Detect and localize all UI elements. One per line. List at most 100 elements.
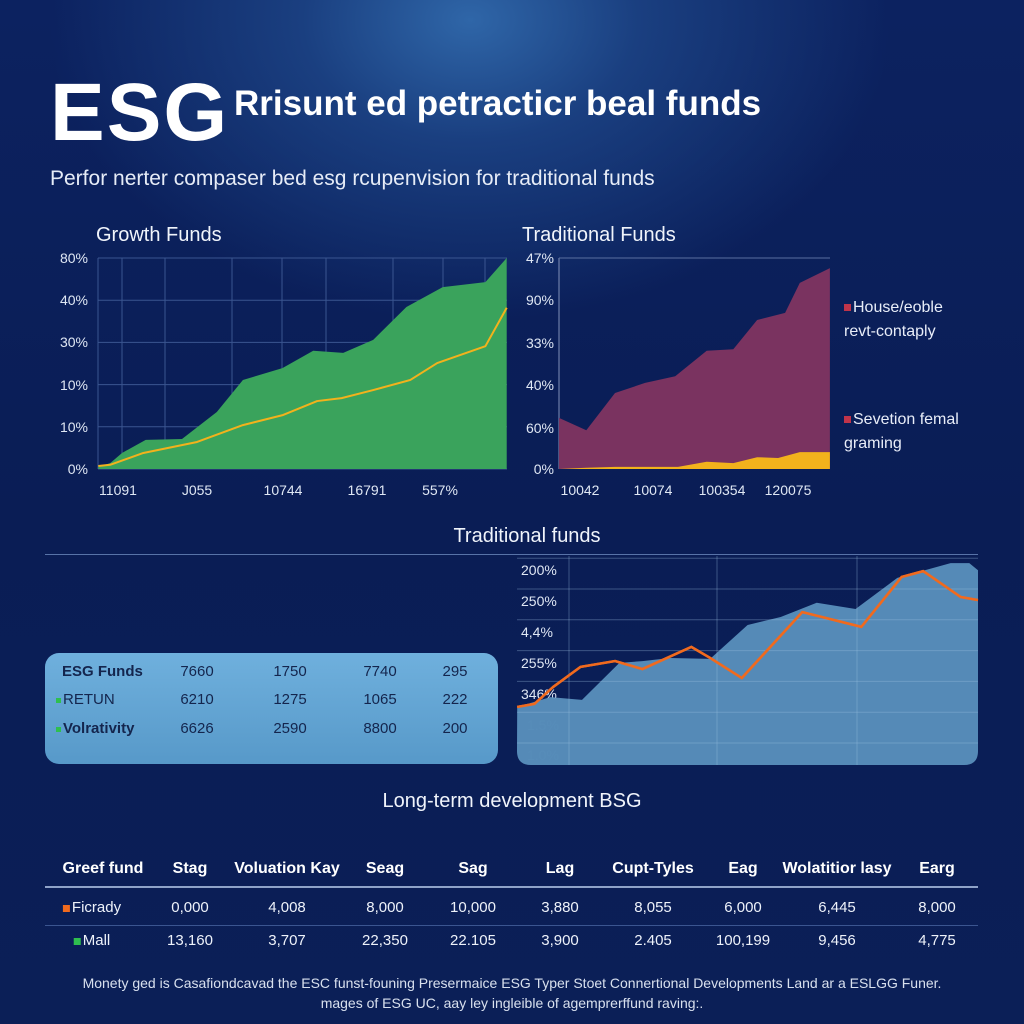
- section-divider: [45, 554, 978, 555]
- row-label-text: RETUN: [63, 691, 115, 708]
- chart1-line-series-1: [98, 307, 508, 468]
- legend-item: Sevetion femal graming: [844, 408, 974, 456]
- y-tick: 40%: [59, 292, 88, 308]
- x-tick: 557%: [422, 482, 458, 498]
- summary-table-panel: [45, 653, 498, 764]
- column-header[interactable]: Earg: [919, 860, 955, 877]
- row-marker: [62, 904, 70, 912]
- table-cell: 7660: [180, 663, 214, 680]
- column-header[interactable]: Lag: [545, 860, 575, 877]
- table-header-divider: [45, 886, 978, 888]
- y-tick: 90%: [525, 292, 554, 308]
- table-cell: 1275: [273, 691, 307, 708]
- x-tick: 11091: [99, 482, 137, 498]
- footnote-line: Monety ged is Casafiondcavad the ESC fun…: [82, 975, 942, 991]
- y-tick: 1.0%: [527, 747, 559, 763]
- y-tick: 4,4%: [521, 624, 553, 640]
- table-cell: 8,000: [918, 899, 956, 916]
- traditional-funds-section-title: Traditional funds: [453, 525, 601, 547]
- chart2-area-series-1: [559, 452, 830, 469]
- y-tick: 250%: [521, 593, 557, 609]
- y-tick: 0%: [67, 461, 88, 477]
- table-cell: 2.405: [634, 932, 672, 949]
- row-marker: [73, 937, 81, 945]
- traditional-chart-title: Traditional Funds: [522, 224, 676, 246]
- column-header[interactable]: Wolatitior lasy: [782, 860, 892, 877]
- y-tick: 1.5%: [527, 717, 559, 733]
- y-tick: 0%: [533, 461, 554, 477]
- legend-swatch: [844, 304, 851, 312]
- legend-swatch: [844, 416, 851, 424]
- x-tick: 100354: [698, 482, 746, 498]
- row-label: Volrativity: [56, 720, 134, 737]
- table-cell: 6626: [180, 720, 214, 737]
- row-marker: [56, 697, 61, 703]
- table-row-divider: [45, 925, 978, 926]
- column-header[interactable]: Eag: [728, 860, 758, 877]
- table-cell: 8,055: [634, 899, 672, 916]
- y-tick: 200%: [521, 562, 557, 578]
- long-term-title: Long-term development BSG: [382, 790, 642, 812]
- column-header[interactable]: Seag: [365, 860, 405, 877]
- table-cell: 3,707: [268, 932, 306, 949]
- legend-label: House/eoble revt-contaply: [844, 299, 943, 340]
- table-cell: 4,775: [918, 932, 956, 949]
- table-cell: 8,000: [366, 899, 404, 916]
- table-cell: 3,880: [541, 899, 579, 916]
- y-tick: 10%: [59, 419, 88, 435]
- column-header[interactable]: Sag: [458, 860, 488, 877]
- table-cell: 1065: [363, 691, 397, 708]
- x-tick: 10074: [633, 482, 673, 498]
- table-cell: 7740: [363, 663, 397, 680]
- table-cell: 6,445: [818, 899, 856, 916]
- table-cell: 295: [442, 663, 468, 680]
- table-cell: 1750: [273, 663, 307, 680]
- column-header[interactable]: Voluation Kay: [234, 860, 340, 877]
- table-cell: 13,160: [167, 932, 213, 949]
- row-label-text: Mall: [82, 932, 111, 949]
- table-cell: 100,199: [715, 932, 771, 949]
- legend-label: Sevetion femal graming: [844, 411, 959, 452]
- x-tick: J055: [181, 482, 213, 498]
- table-cell: 6210: [180, 691, 214, 708]
- y-tick: 33%: [525, 335, 554, 351]
- row-label-text: ESG Funds: [62, 663, 143, 680]
- table-cell: 8800: [363, 720, 397, 737]
- row-label-text: Ficrady: [71, 899, 122, 916]
- row-label: Mall: [73, 932, 111, 949]
- y-tick: 40%: [525, 377, 554, 393]
- chart2-area-series-0: [559, 268, 830, 469]
- chart1-area-series-0: [98, 258, 507, 469]
- footnote-line: mages of ESG UC, aay ley ingleible of ag…: [320, 995, 704, 1011]
- table-cell: 22,350: [362, 932, 408, 949]
- page-title: Rrisunt ed petracticr beal funds: [234, 84, 762, 123]
- column-header[interactable]: Stag: [172, 860, 208, 877]
- footnote: Monety ged is Casafiondcavad the ESC fun…: [0, 973, 1024, 1013]
- table-cell: 2590: [273, 720, 307, 737]
- table-cell: 6,000: [724, 899, 762, 916]
- table-cell: 4,008: [268, 899, 306, 916]
- y-tick: 346%: [521, 686, 557, 702]
- table-cell: 22.105: [450, 932, 496, 949]
- table-cell: 200: [442, 720, 468, 737]
- y-tick: 30%: [59, 334, 88, 350]
- esg-logo-text: ESG: [50, 67, 230, 158]
- column-header[interactable]: Greef fund: [62, 860, 144, 877]
- page-subtitle: Perfor nerter compaser bed esg rcupenvis…: [50, 167, 655, 190]
- y-tick: 10%: [59, 377, 88, 393]
- table-cell: 9,456: [818, 932, 856, 949]
- row-label: RETUN: [56, 691, 115, 708]
- row-label: ESG Funds: [62, 663, 143, 680]
- x-tick: 16791: [347, 482, 387, 498]
- legend-item: House/eoble revt-contaply: [844, 296, 974, 344]
- y-tick: 60%: [525, 420, 554, 436]
- row-label-text: Volrativity: [63, 720, 135, 737]
- row-label: Ficrady: [62, 899, 122, 916]
- growth-chart-title: Growth Funds: [96, 224, 222, 246]
- chart3-frame: [517, 556, 978, 765]
- x-tick: 10744: [263, 482, 303, 498]
- x-tick: 120075: [764, 482, 812, 498]
- table-cell: 10,000: [450, 899, 496, 916]
- column-header[interactable]: Cupt-Tyles: [612, 860, 694, 877]
- row-marker: [56, 726, 61, 732]
